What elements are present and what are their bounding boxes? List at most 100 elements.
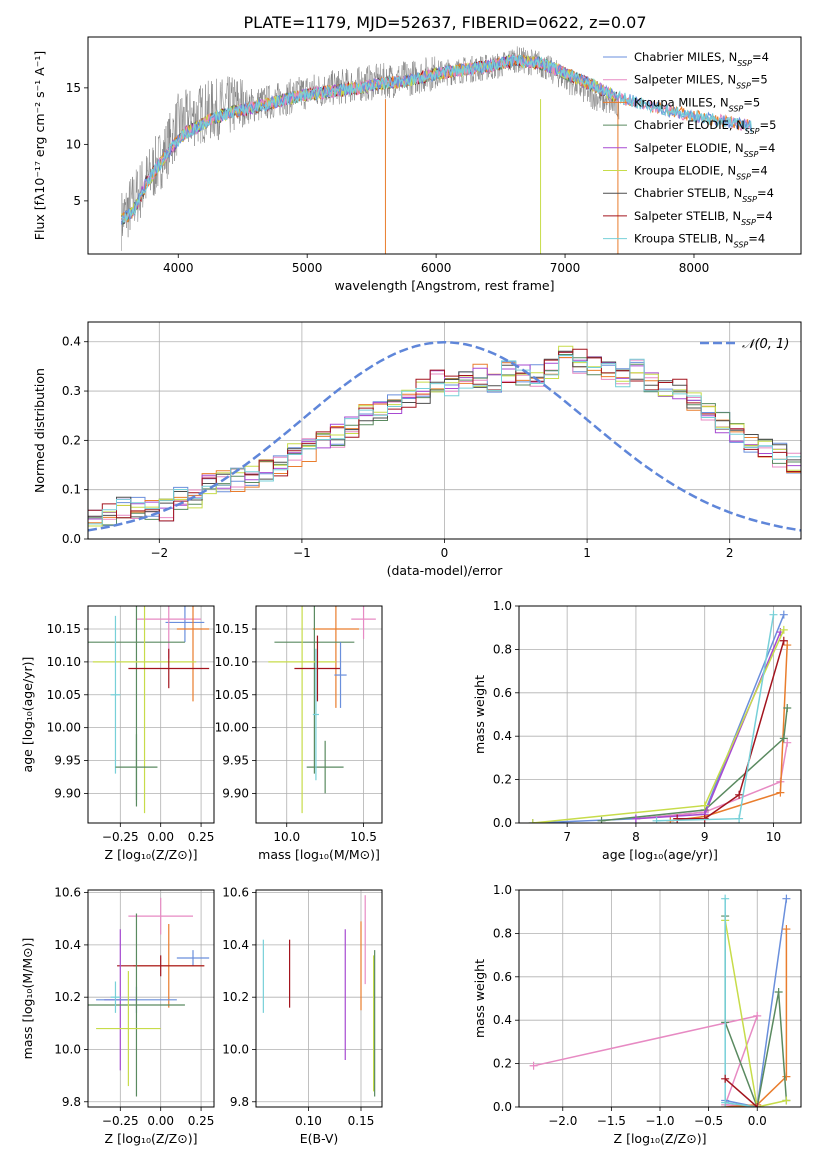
mass-weight-marker <box>673 814 682 823</box>
x-tick-label: −2 <box>150 546 168 560</box>
axes-frame <box>255 889 383 1108</box>
y-tick-label: 0.3 <box>62 384 81 398</box>
mass-weight-line <box>601 707 788 822</box>
y-tick-label: 0.2 <box>493 773 512 787</box>
y-tick-label: 10.15 <box>215 622 249 636</box>
x-tick-label: 8000 <box>679 261 710 275</box>
panel-age_vs_mass: 10.0 10.5 9.90 9.95 10.00 10.05 10.10 10.15 mass… <box>215 605 383 862</box>
y-tick-label: 9.8 <box>62 1095 81 1109</box>
histogram-step <box>88 350 801 518</box>
y-tick-label: 10.15 <box>47 622 81 636</box>
x-axis-label: E(B-V) <box>300 1131 339 1146</box>
legend-entry: Chabrier MILES, NSSP=4 <box>634 50 769 68</box>
x-tick-label: 4000 <box>163 261 194 275</box>
y-tick-label: 0.0 <box>62 532 81 546</box>
mass-weight-marker <box>735 790 744 799</box>
y-tick-label: 10 <box>66 137 81 151</box>
plot-area-mass_vs_Z <box>88 890 214 1107</box>
x-axis-label: mass [log₁₀(M/M⊙)] <box>258 847 380 862</box>
x-tick-label: 0.0 <box>748 1114 767 1128</box>
mass-weight-line <box>677 640 785 820</box>
histogram-step <box>88 345 801 527</box>
y-tick-label: 0.4 <box>493 1013 512 1027</box>
y-tick-label: 10.00 <box>215 721 249 735</box>
x-tick-label: 0.10 <box>295 1114 322 1128</box>
normal-curve <box>88 340 801 532</box>
y-tick-label: 9.95 <box>54 754 81 768</box>
y-tick-label: 0.8 <box>493 926 512 940</box>
y-tick-label: 10.4 <box>54 938 81 952</box>
y-tick-label: 10.6 <box>222 886 249 900</box>
mass-weight-marker <box>782 1096 791 1105</box>
x-tick-label: −0.5 <box>694 1114 723 1128</box>
spectrum-legend: Chabrier MILES, NSSP=4 Salpeter MILES, NS… <box>603 50 776 249</box>
y-tick-label: 0.2 <box>62 433 81 447</box>
normal-legend-label: 𝒩(0, 1) <box>742 337 789 352</box>
y-tick-label: 1.0 <box>493 883 512 897</box>
legend-entry: Chabrier ELODIE, NSSP=5 <box>634 118 776 136</box>
mass-weight-marker <box>769 610 778 619</box>
x-axis-label: wavelength [Angstrom, rest frame] <box>334 278 554 293</box>
x-tick-label: 10.5 <box>350 830 377 844</box>
mass-weight-marker <box>783 641 792 650</box>
y-tick-label: 15 <box>66 81 81 95</box>
mass-weight-marker <box>779 636 788 645</box>
x-tick-label: −0.25 <box>102 1114 139 1128</box>
axes-frame <box>255 605 383 824</box>
x-tick-label: 7 <box>563 830 571 844</box>
y-tick-label: 0.0 <box>493 816 512 830</box>
plot-area-residual_histogram <box>88 322 801 539</box>
y-axis-label: mass weight <box>472 959 487 1038</box>
model-spectrum-line <box>121 54 753 223</box>
panel-mass_vs_Z: −0.25 0.00 0.25 9.8 10.0 10.2 10.4 10.6 Z [log₁₀… <box>20 886 215 1146</box>
x-tick-label: 0.25 <box>188 1114 215 1128</box>
x-tick-label: 1 <box>583 546 591 560</box>
axes-frame <box>87 889 215 1108</box>
plot-area-age_vs_mass <box>256 606 382 823</box>
panel-spectrum: 4000 5000 6000 7000 8000 5 10 15 wavelength [Ang… <box>32 36 802 293</box>
y-tick-label: 10.0 <box>54 1042 81 1056</box>
x-tick-label: 2 <box>726 546 734 560</box>
mass-weight-marker <box>782 1072 791 1081</box>
x-axis-label: Z [log₁₀(Z/Z⊙)] <box>105 1131 198 1146</box>
mass-weight-marker <box>652 816 661 823</box>
x-tick-label: 10 <box>766 830 781 844</box>
plot-area-mass_weight_vs_age <box>519 606 801 823</box>
plot-area-spectrum <box>120 46 753 254</box>
mass-weight-line <box>533 1014 759 1107</box>
y-tick-label: 9.90 <box>54 786 81 800</box>
plot-area-age_vs_Z <box>88 606 214 823</box>
mass-weight-marker <box>779 610 788 619</box>
panel-age_vs_Z: −0.25 0.00 0.25 9.90 9.95 10.00 10.05 10.10 10.1… <box>20 605 215 862</box>
x-tick-label: 8 <box>632 830 640 844</box>
y-axis-label: mass [log₁₀(M/M⊙)] <box>20 938 35 1060</box>
y-tick-label: 0.1 <box>62 483 81 497</box>
mass-weight-marker <box>783 703 792 712</box>
x-tick-label: −1 <box>293 546 311 560</box>
axes-frame <box>87 605 215 824</box>
y-tick-label: 9.90 <box>222 786 249 800</box>
y-tick-label: 10.10 <box>215 655 249 669</box>
histogram-step <box>88 355 801 525</box>
y-tick-label: 10.2 <box>54 990 81 1004</box>
mass-weight-marker <box>782 894 791 903</box>
histogram-step <box>88 348 801 522</box>
mass-weight-marker <box>779 734 788 743</box>
x-tick-label: 0.00 <box>147 830 174 844</box>
plot-area-mass_weight_vs_Z <box>519 890 801 1107</box>
y-tick-label: 1.0 <box>493 599 512 613</box>
panel-mass_vs_EBV: 0.10 0.15 9.8 10.0 10.2 10.4 10.6 E(B-V) <box>222 886 383 1146</box>
observed-spectrum-line <box>121 46 620 251</box>
y-tick-label: 0.4 <box>493 729 512 743</box>
mass-weight-line <box>532 614 785 823</box>
x-axis-label: Z [log₁₀(Z/Z⊙)] <box>105 847 198 862</box>
x-tick-label: −1.0 <box>645 1114 674 1128</box>
mass-weight-line <box>724 1078 758 1107</box>
x-tick-label: −2.0 <box>548 1114 577 1128</box>
y-tick-label: 0.0 <box>493 1100 512 1114</box>
x-axis-label: Z [log₁₀(Z/Z⊙)] <box>614 1131 707 1146</box>
y-axis-label: Normed distribution <box>32 368 47 493</box>
x-tick-label: 10.0 <box>273 830 300 844</box>
x-tick-label: 5000 <box>292 261 323 275</box>
mass-weight-marker <box>779 625 788 634</box>
